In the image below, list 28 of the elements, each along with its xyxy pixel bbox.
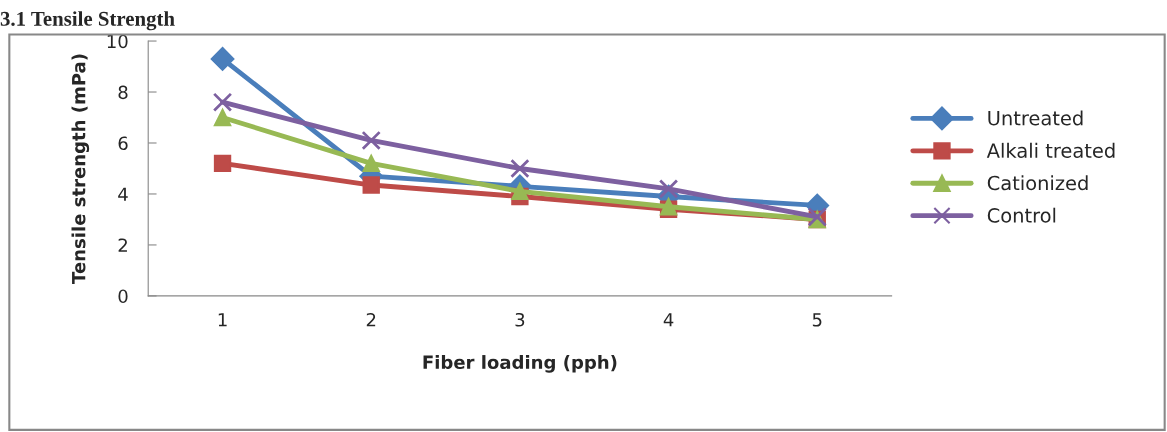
x-tick-label: 5: [812, 313, 822, 327]
legend-label: Alkali treated: [986, 142, 1115, 158]
y-tick-label: 0: [118, 289, 128, 304]
chart-title: 3.1 Tensile Strength: [0, 11, 175, 31]
x-tick-label: 1: [218, 313, 227, 327]
point: [362, 154, 380, 173]
legend-label: Control: [987, 207, 1056, 223]
x-tick-label: 4: [663, 313, 674, 327]
point: [362, 176, 380, 194]
point: [213, 108, 232, 127]
y-axis-title: Tensile strength (mPa): [71, 54, 90, 284]
y-tick-label: 8: [118, 85, 128, 100]
point: [212, 92, 233, 112]
x-tick-label: 2: [366, 312, 376, 327]
point: [511, 182, 529, 201]
x-tick-label: 3: [515, 312, 525, 327]
y-tick-label: 4: [118, 187, 128, 201]
y-tick-label: 6: [118, 136, 128, 151]
point: [361, 130, 381, 151]
legend-label: Cationized: [987, 175, 1088, 191]
point: [213, 154, 232, 173]
y-tick-label: 10: [107, 34, 128, 49]
point: [658, 179, 679, 199]
legend-label: Untreated: [988, 110, 1083, 126]
x-axis-title: Fiber loading (pph): [423, 355, 617, 373]
point: [510, 158, 530, 179]
y-tick-label: 2: [118, 238, 127, 252]
point: [210, 47, 235, 71]
